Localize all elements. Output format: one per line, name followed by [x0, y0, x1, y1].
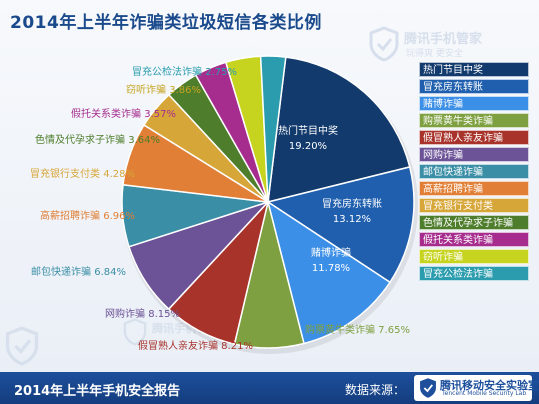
- slice-value: 13.12%: [333, 214, 371, 225]
- legend-item: 色情及代孕求子诈骗: [419, 215, 529, 230]
- page-title: 2014年上半年诈骗类垃圾短信各类比例: [10, 13, 322, 33]
- legend-item: 邮包快递诈骗: [419, 164, 529, 179]
- shield-icon: [5, 326, 39, 366]
- shield-icon: [369, 26, 399, 62]
- lab-name-en: Tencent Mobile Security Lab: [442, 390, 527, 397]
- slice-outside-label: 购票黄牛类诈骗 7.65%: [305, 323, 410, 336]
- chart-legend: 热门节目中奖 冒充房东转账 赌博诈骗购票黄牛类诈骗 假冒熟人亲友诈骗 网购诈骗邮包快递诈…: [419, 62, 529, 283]
- shield-icon: [420, 378, 436, 398]
- slice-value: 11.78%: [312, 263, 350, 274]
- watermark-slogan: 玩得爽 更安全: [406, 49, 463, 59]
- lab-logo: 腾讯移动安全实验室 Tencent Mobile Security Lab: [414, 375, 539, 401]
- pie-slice: [266, 200, 392, 345]
- legend-item: 假托关系类诈骗: [419, 232, 529, 247]
- legend-item: 赌博诈骗: [419, 96, 529, 111]
- slice-outside-label: 冒充公检法诈骗 2.75%: [132, 65, 237, 78]
- pie-slice: [259, 55, 287, 203]
- slice-value: 19.20%: [289, 141, 327, 152]
- legend-item: 购票黄牛类诈骗: [419, 113, 529, 128]
- legend-item: 高薪招聘诈骗: [419, 181, 529, 196]
- source-label: 数据来源：: [345, 383, 406, 397]
- pie-slice: [266, 166, 415, 284]
- slice-outside-label: 冒充银行支付类 4.28%: [30, 167, 135, 180]
- slice-label: 热门节目中奖: [278, 124, 338, 137]
- report-title: 2014年上半年手机安全报告: [14, 384, 181, 399]
- legend-item: 窃听诈骗: [419, 249, 529, 264]
- brand-watermark-corner: [4, 326, 44, 366]
- legend-item: 冒充房东转账: [419, 79, 529, 94]
- legend-item: 冒充银行支付类: [419, 198, 529, 213]
- legend-item: 冒充公检法诈骗: [419, 266, 529, 281]
- slice-outside-label: 色情及代孕求子诈骗 3.64%: [35, 133, 160, 146]
- slice-label: 冒充房东转账: [322, 197, 382, 210]
- slice-outside-label: 窃听诈骗 3.86%: [126, 83, 201, 96]
- slice-outside-label: 假托关系类诈骗 3.57%: [71, 107, 176, 120]
- pie-slice: [267, 56, 411, 203]
- watermark-brand: 腾讯手机管家: [404, 32, 483, 47]
- lab-name: 腾讯移动安全实验室: [440, 379, 539, 392]
- shield-icon: [123, 318, 147, 346]
- slice-outside-label: 假冒熟人亲友诈骗 8.21%: [138, 339, 253, 352]
- legend-item: 假冒熟人亲友诈骗: [419, 130, 529, 145]
- brand-watermark: 腾讯手机管家 玩得爽 更安全: [368, 26, 518, 66]
- slice-outside-label: 网购诈骗 8.15%: [105, 307, 180, 320]
- footer-bar: 2014年上半年手机安全报告 数据来源： 腾讯移动安全实验室 Tencent M…: [0, 372, 539, 404]
- slice-outside-label: 邮包快递诈骗 6.84%: [31, 265, 126, 278]
- slice-outside-label: 高薪招聘诈骗 6.96%: [40, 209, 135, 222]
- legend-item: 热门节目中奖: [419, 62, 529, 77]
- pie-chart: 热门节目中奖 19.20% 冒充房东转账 13.12% 赌博诈骗 11.78% 购票黄牛类诈…: [30, 55, 418, 354]
- legend-item: 网购诈骗: [419, 147, 529, 162]
- slice-label: 赌博诈骗: [311, 246, 351, 259]
